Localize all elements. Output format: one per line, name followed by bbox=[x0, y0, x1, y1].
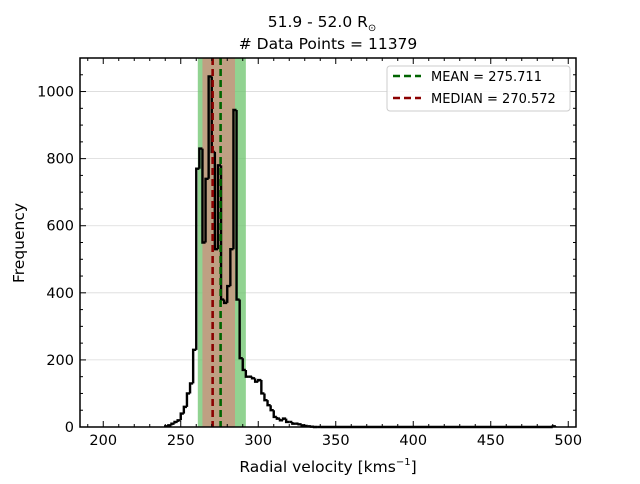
x-axis-label-superscript: −1 bbox=[396, 457, 411, 468]
y-tick-label: 800 bbox=[46, 152, 74, 168]
x-tick-label: 200 bbox=[89, 433, 117, 449]
histogram-bin bbox=[274, 410, 277, 417]
histogram-bin bbox=[171, 424, 174, 426]
chart-title-line2: # Data Points = 11379 bbox=[239, 35, 418, 53]
legend: MEAN = 275.711 MEDIAN = 270.572 bbox=[387, 66, 570, 111]
histogram-bin bbox=[261, 380, 264, 393]
y-tick-label: 600 bbox=[46, 219, 74, 235]
histogram-bin bbox=[187, 393, 190, 406]
x-tick-label: 250 bbox=[167, 433, 195, 449]
histogram-bin bbox=[271, 405, 274, 410]
plot-frame bbox=[80, 58, 576, 427]
x-axis-label-end: ] bbox=[411, 458, 417, 476]
y-axis-label: Frequency bbox=[10, 203, 28, 283]
histogram-bin bbox=[246, 370, 249, 377]
chart-title-subscript: ⊙ bbox=[368, 23, 376, 34]
histogram-bin bbox=[181, 414, 184, 421]
ticks-layer: 200 250 300 350 400 450 500 0 200 400 600 800 1000 bbox=[37, 58, 582, 449]
grid-layer bbox=[80, 92, 576, 360]
histogram-bin bbox=[193, 350, 196, 384]
legend-label: MEAN = 275.711 bbox=[431, 70, 542, 85]
histogram-bin bbox=[286, 419, 289, 422]
histogram-bin bbox=[175, 422, 178, 424]
histogram-bin bbox=[268, 400, 271, 405]
x-tick-label: 350 bbox=[322, 433, 350, 449]
histogram-bin bbox=[184, 407, 187, 414]
x-tick-label: 450 bbox=[477, 433, 505, 449]
x-tick-label: 400 bbox=[399, 433, 427, 449]
histogram-bin bbox=[292, 422, 295, 424]
x-axis-label: Radial velocity [kms−1] bbox=[239, 457, 416, 476]
legend-label: MEDIAN = 270.572 bbox=[431, 92, 556, 107]
histogram-bin bbox=[190, 383, 193, 393]
histogram-bin bbox=[299, 424, 302, 425]
y-tick-label: 0 bbox=[65, 420, 74, 436]
histogram-bin bbox=[277, 417, 280, 419]
x-tick-label: 300 bbox=[244, 433, 272, 449]
chart-title-line1: 51.9 - 52.0 R⊙ bbox=[268, 13, 377, 34]
y-tick-label: 400 bbox=[46, 286, 74, 302]
histogram-bin bbox=[252, 377, 255, 379]
x-tick-label: 500 bbox=[554, 433, 582, 449]
histogram-bin bbox=[264, 393, 267, 400]
y-tick-label: 200 bbox=[46, 353, 74, 369]
histogram-bin bbox=[168, 425, 171, 426]
y-tick-label: 1000 bbox=[37, 85, 74, 101]
